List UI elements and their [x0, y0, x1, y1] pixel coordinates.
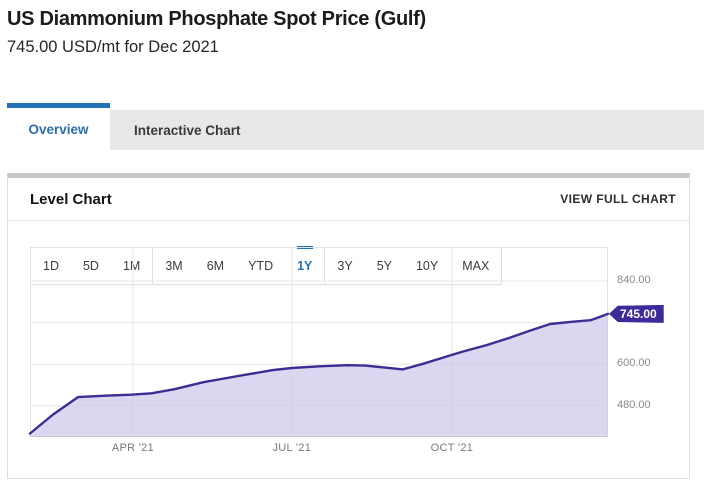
- range-group: 3M 6M YTD 1Y: [153, 247, 326, 285]
- range-button-5y[interactable]: 5Y: [376, 259, 392, 273]
- price-area-chart[interactable]: [28, 247, 610, 437]
- range-button-10y[interactable]: 10Y: [415, 259, 439, 273]
- range-button-max[interactable]: MAX: [462, 259, 490, 273]
- range-button-5d[interactable]: 5D: [82, 259, 99, 273]
- y-axis-label: 480.00: [617, 398, 651, 411]
- level-chart-panel: Level Chart VIEW FULL CHART 1D 5D 1M 3M 6M YT…: [7, 173, 690, 479]
- range-button-1y[interactable]: 1Y: [285, 248, 324, 284]
- tab-overview-label: Overview: [28, 121, 89, 137]
- range-button-6m[interactable]: 6M: [206, 259, 225, 273]
- x-axis-label: OCT '21: [430, 442, 474, 454]
- x-axis-label: JUL '21: [272, 442, 312, 454]
- panel-header: Level Chart VIEW FULL CHART: [8, 178, 689, 221]
- chart-area: 840.00 600.00 480.00 APR '21 JUL '21 OCT '21 7…: [28, 247, 664, 454]
- panel-title: Level Chart: [30, 190, 112, 208]
- range-button-3y[interactable]: 3Y: [337, 259, 353, 273]
- range-button-1m[interactable]: 1M: [122, 259, 141, 273]
- tab-interactive-chart[interactable]: Interactive Chart: [110, 103, 265, 150]
- y-axis-label: 840.00: [617, 273, 651, 286]
- current-quote-subtitle: 745.00 USD/mt for Dec 2021: [7, 38, 219, 56]
- range-button-1d[interactable]: 1D: [43, 259, 59, 273]
- range-selector: 1D 5D 1M 3M 6M YTD 1Y 3Y 5Y 10Y MAX: [30, 247, 503, 285]
- range-button-3m[interactable]: 3M: [165, 259, 183, 273]
- last-price-badge: 745.00: [609, 304, 664, 323]
- view-full-chart-link[interactable]: VIEW FULL CHART: [560, 192, 676, 206]
- y-axis-label: 600.00: [617, 357, 651, 370]
- page-title: US Diammonium Phosphate Spot Price (Gulf…: [7, 8, 426, 30]
- range-button-ytd[interactable]: YTD: [248, 259, 274, 273]
- tab-bar: Overview Interactive Chart: [7, 103, 704, 150]
- range-group: 3Y 5Y 10Y MAX: [325, 247, 503, 285]
- tab-overview[interactable]: Overview: [7, 103, 110, 150]
- tab-interactive-chart-label: Interactive Chart: [134, 122, 241, 138]
- tab-bar-background: [7, 110, 704, 150]
- x-axis-label: APR '21: [111, 442, 154, 454]
